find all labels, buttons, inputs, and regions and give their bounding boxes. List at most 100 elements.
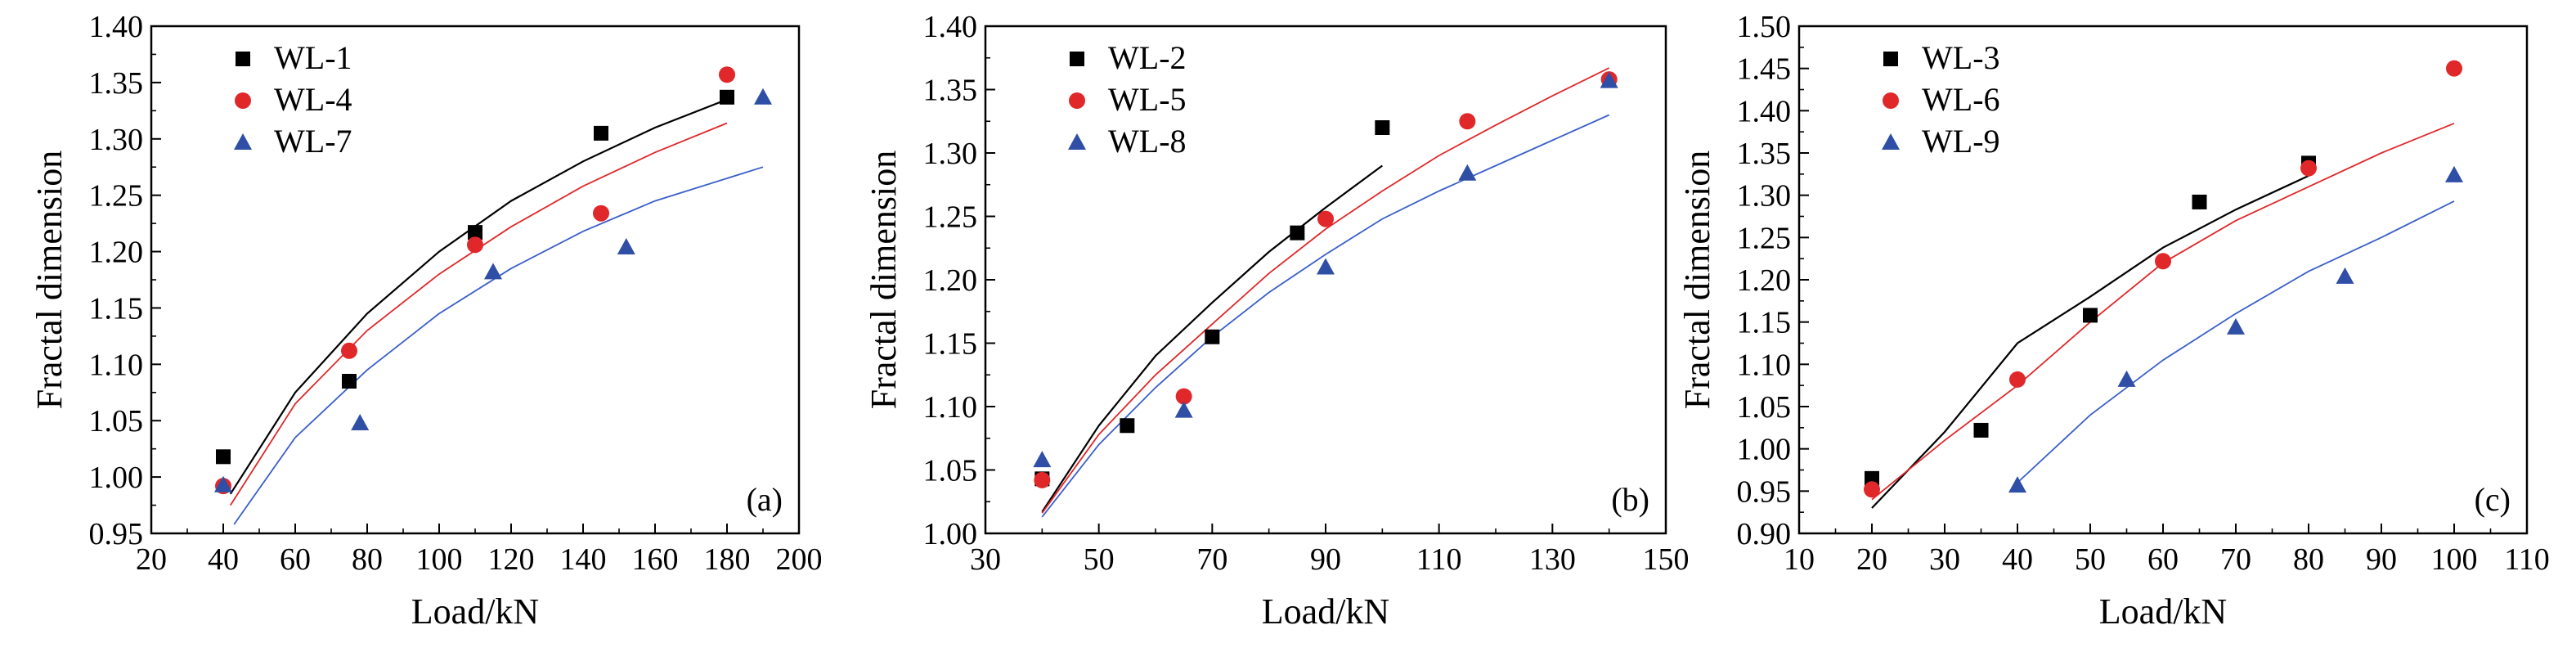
fit-line-wl-9 (2017, 200, 2455, 483)
x-tick-label: 50 (2075, 542, 2106, 577)
data-point-wl-1 (720, 89, 734, 105)
legend-marker-wl-4 (235, 92, 251, 109)
legend-marker-wl-3 (1883, 52, 1898, 66)
y-axis-title: Fractal dimension (1677, 151, 1717, 410)
data-point-wl-5 (1317, 210, 1334, 227)
x-tick-label: 70 (2220, 542, 2251, 577)
y-tick-label: 1.20 (89, 236, 144, 270)
y-tick-label: 1.40 (923, 10, 978, 44)
legend-label-wl-5: WL-5 (1108, 81, 1187, 118)
x-tick-label: 80 (352, 542, 383, 577)
panel-tag: (b) (1611, 481, 1649, 518)
x-tick-label: 200 (776, 542, 823, 577)
x-tick-label: 140 (560, 542, 607, 577)
chart-panel-2: 10 20 30 40 50 60 70 80 90 100 110 0.90 0.95 1.00 1.05… (1677, 10, 2550, 632)
x-tick-label: 100 (416, 542, 463, 577)
x-tick-label: 20 (136, 542, 167, 577)
fit-line-wl-7 (233, 166, 764, 525)
data-point-wl-1 (216, 449, 231, 465)
x-tick-label: 60 (2147, 542, 2179, 577)
y-tick-label: 1.20 (923, 263, 978, 298)
data-point-wl-9 (2336, 267, 2354, 284)
data-point-wl-3 (2192, 194, 2207, 209)
data-point-wl-8 (1174, 401, 1193, 418)
legend-marker-wl-9 (1882, 133, 1900, 150)
y-tick-label: 1.30 (89, 123, 144, 157)
y-tick-label: 1.05 (923, 454, 978, 488)
x-tick-label: 90 (2366, 542, 2397, 577)
data-point-wl-5 (1175, 388, 1192, 405)
y-tick-label: 1.20 (1737, 263, 1792, 298)
y-tick-label: 1.05 (1737, 390, 1792, 425)
y-tick-label: 1.35 (1737, 137, 1792, 171)
y-tick-label: 1.45 (1737, 52, 1792, 87)
x-axis-title: Load/kN (1262, 591, 1389, 632)
y-tick-label: 1.00 (923, 517, 978, 551)
data-point-wl-5 (1034, 471, 1051, 488)
x-tick-label: 70 (1196, 542, 1227, 577)
data-point-wl-6 (1864, 481, 1880, 498)
data-point-wl-6 (2155, 253, 2171, 270)
legend-label-wl-7: WL-7 (274, 123, 352, 160)
legend-marker-wl-8 (1068, 133, 1086, 150)
data-point-wl-7 (617, 238, 635, 255)
data-point-wl-9 (2445, 165, 2463, 182)
y-tick-label: 1.05 (89, 404, 144, 438)
data-point-wl-8 (1033, 451, 1052, 468)
y-tick-label: 1.00 (89, 461, 144, 495)
y-tick-label: 1.30 (1737, 179, 1792, 214)
y-tick-label: 1.15 (923, 327, 978, 362)
data-point-wl-9 (2227, 317, 2245, 335)
data-point-wl-3 (2083, 308, 2098, 323)
legend-label-wl-8: WL-8 (1108, 123, 1187, 160)
data-point-wl-4 (341, 342, 357, 359)
data-point-wl-7 (351, 413, 370, 430)
panel-tag: (a) (747, 481, 783, 518)
x-tick-label: 130 (1529, 542, 1576, 577)
data-point-wl-5 (1459, 113, 1476, 130)
data-point-wl-3 (1865, 470, 1879, 486)
data-point-wl-8 (1317, 258, 1335, 275)
x-tick-label: 30 (970, 542, 1001, 577)
x-tick-label: 40 (208, 542, 239, 577)
x-tick-label: 110 (1416, 542, 1462, 577)
x-tick-label: 10 (1784, 542, 1815, 577)
chart-panel-0: 20 40 60 80 100 120 140 160 180 200 0.95 1.00 1.05 1.… (29, 10, 823, 632)
data-point-wl-4 (719, 66, 735, 83)
x-tick-label: 100 (2431, 542, 2478, 577)
y-tick-label: 0.95 (1737, 474, 1792, 509)
y-tick-label: 0.90 (1737, 517, 1792, 551)
data-point-wl-1 (594, 125, 608, 141)
plot-frame (984, 25, 1667, 535)
y-tick-label: 1.15 (89, 291, 144, 326)
x-tick-label: 160 (632, 542, 679, 577)
x-tick-label: 20 (1856, 542, 1887, 577)
fit-line-wl-6 (1871, 122, 2455, 501)
y-tick-label: 1.30 (923, 137, 978, 171)
legend-marker-wl-5 (1069, 92, 1085, 109)
y-tick-label: 1.15 (1737, 306, 1792, 340)
y-tick-label: 1.10 (1737, 348, 1792, 382)
y-tick-label: 1.50 (1737, 10, 1792, 44)
fit-line-wl-2 (1041, 164, 1383, 513)
plot-frame (1797, 25, 2529, 535)
legend-marker-wl-1 (236, 52, 250, 66)
legend-marker-wl-7 (234, 133, 252, 150)
data-point-wl-2 (1290, 225, 1305, 241)
data-point-wl-8 (1458, 164, 1477, 181)
x-tick-label: 110 (2504, 542, 2550, 577)
data-point-wl-6 (2300, 160, 2317, 177)
y-tick-label: 1.35 (89, 66, 144, 101)
legend-label-wl-9: WL-9 (1922, 123, 2000, 160)
x-tick-label: 80 (2293, 542, 2324, 577)
legend-marker-wl-2 (1070, 52, 1084, 66)
legend-label-wl-3: WL-3 (1922, 39, 2000, 76)
y-tick-label: 0.95 (89, 517, 144, 551)
data-point-wl-7 (484, 263, 502, 280)
x-axis-title: Load/kN (2099, 591, 2227, 632)
x-tick-label: 120 (488, 542, 535, 577)
data-point-wl-2 (1205, 329, 1220, 344)
x-tick-label: 180 (704, 542, 751, 577)
y-tick-label: 1.35 (923, 74, 978, 108)
